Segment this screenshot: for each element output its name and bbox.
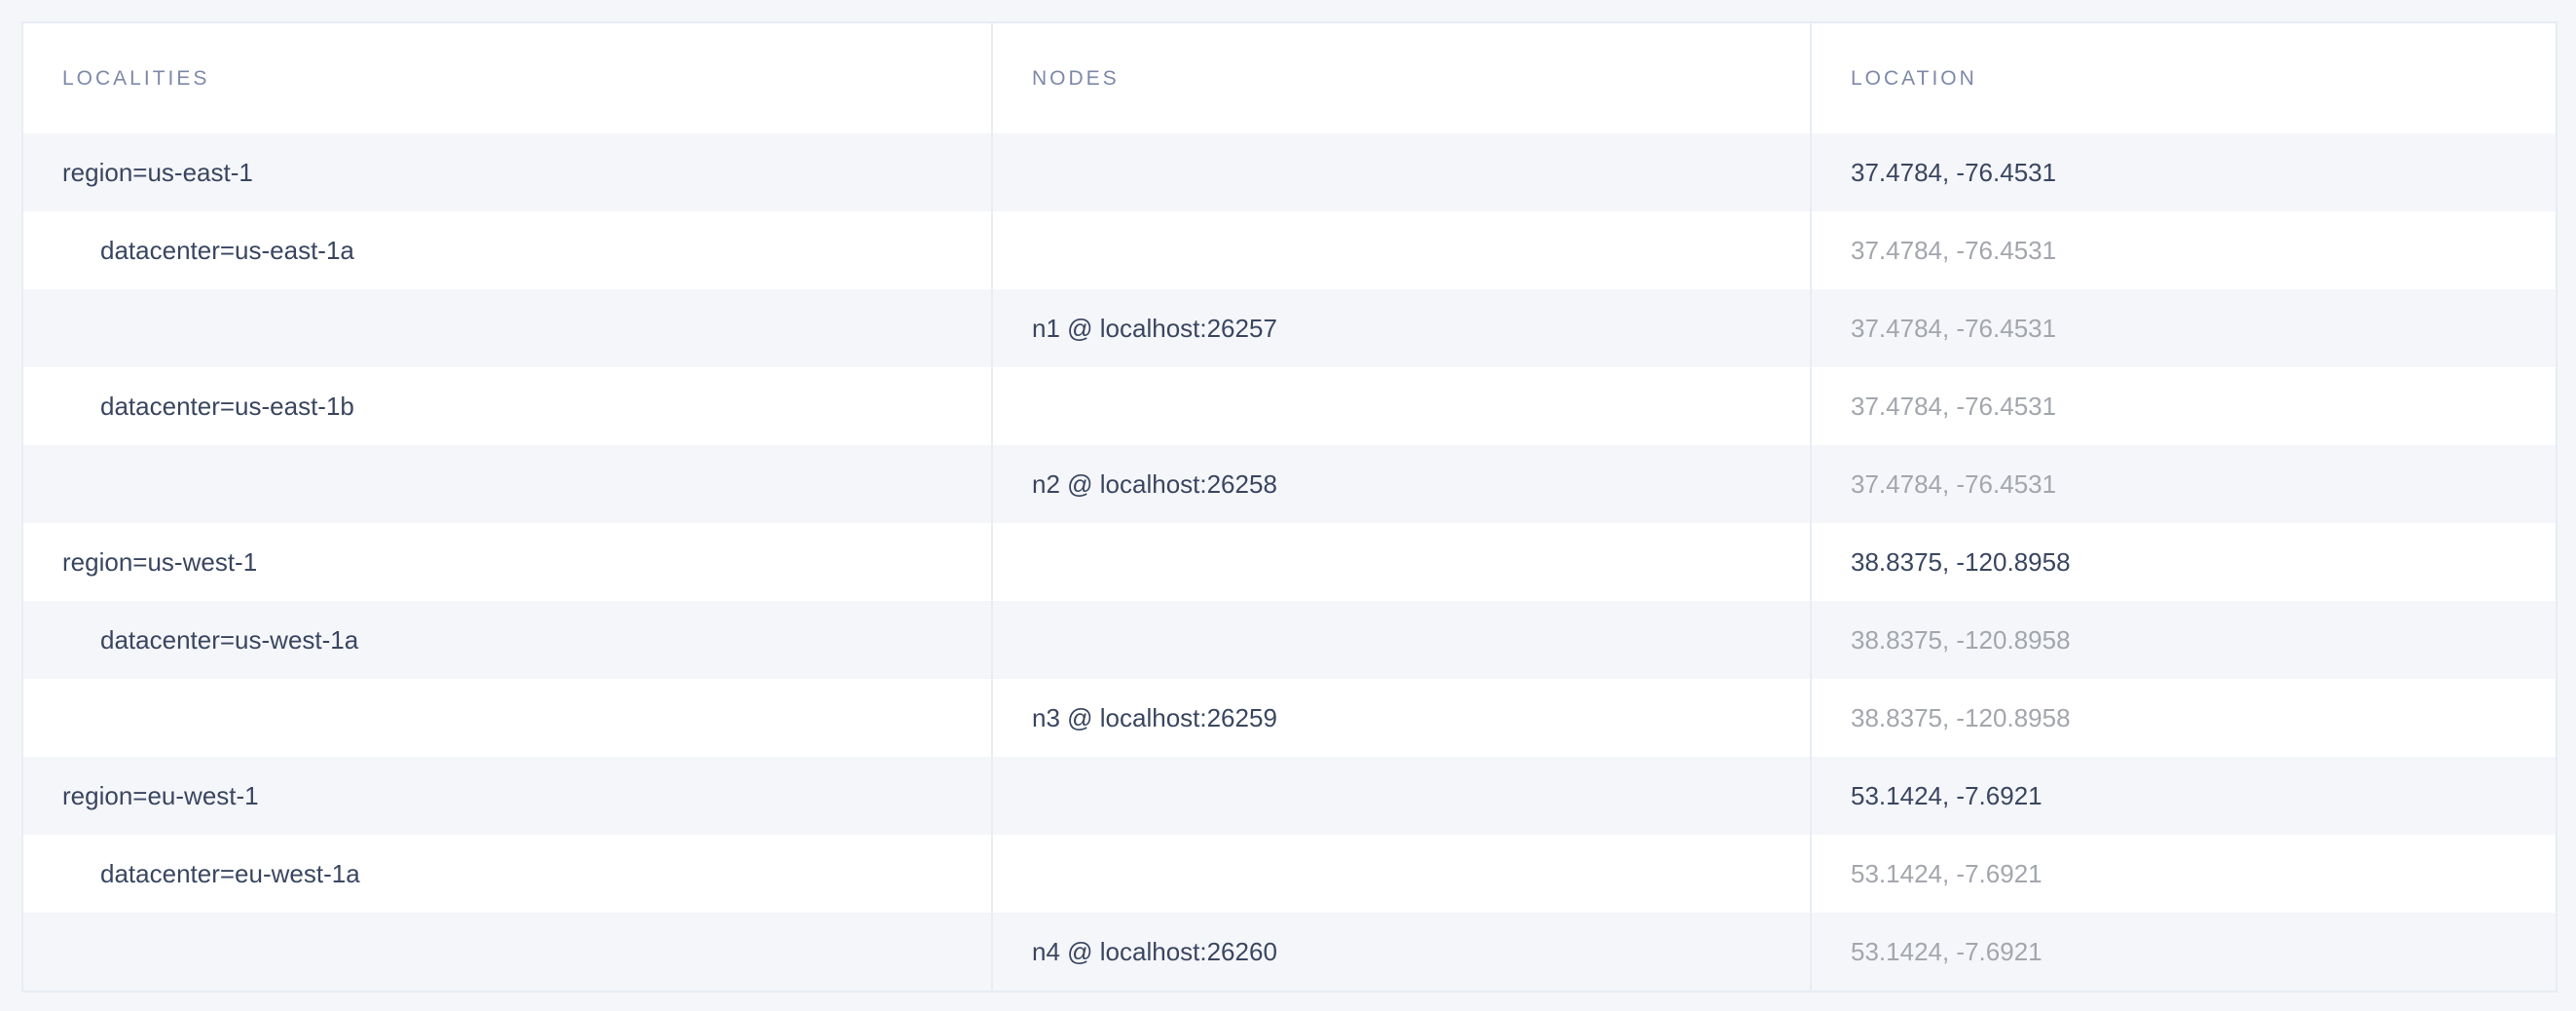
locality-label: datacenter=us-east-1b — [100, 391, 354, 421]
locality-cell: region=us-east-1 — [23, 133, 992, 211]
node-cell — [991, 133, 1811, 211]
table-row: datacenter=eu-west-1a 53.1424, -7.6921 — [23, 835, 2556, 913]
location-cell: 38.8375, -120.8958 — [1810, 523, 2556, 601]
location-cell: 37.4784, -76.4531 — [1810, 289, 2556, 367]
location-cell: 37.4784, -76.4531 — [1810, 211, 2556, 289]
location-cell: 53.1424, -7.6921 — [1810, 913, 2556, 991]
locality-cell: region=us-west-1 — [23, 523, 992, 601]
table-header: LOCALITIES NODES LOCATION — [23, 23, 2556, 133]
locality-label: datacenter=us-west-1a — [100, 624, 359, 655]
location-cell: 37.4784, -76.4531 — [1810, 133, 2556, 211]
locality-label: region=eu-west-1 — [62, 780, 259, 810]
localities-table: LOCALITIES NODES LOCATION region=us-east… — [21, 21, 2558, 992]
node-cell: n4 @ localhost:26260 — [991, 913, 1811, 991]
node-cell — [991, 211, 1811, 289]
location-cell: 53.1424, -7.6921 — [1810, 757, 2556, 835]
locality-cell — [23, 445, 992, 523]
table-row: n3 @ localhost:26259 38.8375, -120.8958 — [23, 679, 2556, 757]
table-row: n4 @ localhost:26260 53.1424, -7.6921 — [23, 913, 2556, 991]
node-cell — [991, 601, 1811, 679]
location-cell: 37.4784, -76.4531 — [1810, 445, 2556, 523]
location-cell: 38.8375, -120.8958 — [1810, 679, 2556, 757]
node-cell — [991, 523, 1811, 601]
locality-label: datacenter=eu-west-1a — [100, 858, 360, 888]
locality-label: region=us-east-1 — [62, 157, 253, 187]
column-header-location: LOCATION — [1810, 23, 2556, 133]
location-cell: 38.8375, -120.8958 — [1810, 601, 2556, 679]
table-row: datacenter=us-east-1a 37.4784, -76.4531 — [23, 211, 2556, 289]
table-row: region=us-east-1 37.4784, -76.4531 — [23, 133, 2556, 211]
node-cell: n3 @ localhost:26259 — [991, 679, 1811, 757]
table-row: datacenter=us-west-1a 38.8375, -120.8958 — [23, 601, 2556, 679]
node-cell — [991, 367, 1811, 445]
locality-cell: datacenter=eu-west-1a — [23, 835, 992, 913]
location-cell: 37.4784, -76.4531 — [1810, 367, 2556, 445]
locality-cell: datacenter=us-east-1a — [23, 211, 992, 289]
table-row: n1 @ localhost:26257 37.4784, -76.4531 — [23, 289, 2556, 367]
column-header-localities: LOCALITIES — [62, 66, 210, 90]
locality-label: region=us-west-1 — [62, 546, 258, 577]
table-row: datacenter=us-east-1b 37.4784, -76.4531 — [23, 367, 2556, 445]
locality-cell — [23, 913, 992, 991]
table-row: n2 @ localhost:26258 37.4784, -76.4531 — [23, 445, 2556, 523]
node-cell: n2 @ localhost:26258 — [991, 445, 1811, 523]
table-row: region=us-west-1 38.8375, -120.8958 — [23, 523, 2556, 601]
locality-cell — [23, 289, 992, 367]
table-row: region=eu-west-1 53.1424, -7.6921 — [23, 757, 2556, 835]
locality-cell — [23, 679, 992, 757]
locality-label: datacenter=us-east-1a — [100, 235, 354, 265]
node-cell — [991, 757, 1811, 835]
column-header-nodes: NODES — [991, 23, 1811, 133]
locality-cell: datacenter=us-west-1a — [23, 601, 992, 679]
locality-cell: region=eu-west-1 — [23, 757, 992, 835]
node-cell: n1 @ localhost:26257 — [991, 289, 1811, 367]
node-cell — [991, 835, 1811, 913]
location-cell: 53.1424, -7.6921 — [1810, 835, 2556, 913]
locality-cell: datacenter=us-east-1b — [23, 367, 992, 445]
